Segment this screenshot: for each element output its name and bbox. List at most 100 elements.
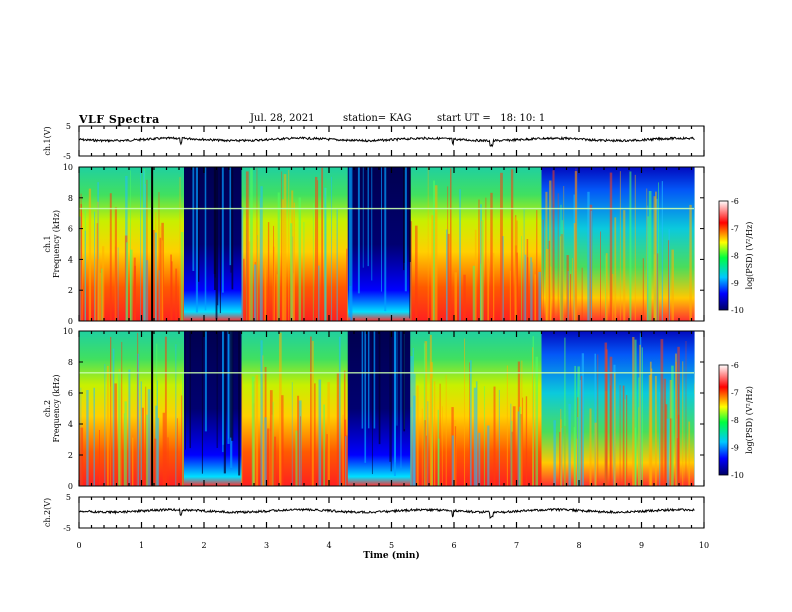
spectrogram-streak <box>288 169 290 321</box>
spectrogram-streak <box>409 356 413 486</box>
spectrogram-streak <box>147 389 151 486</box>
spectrogram-streak <box>660 339 664 486</box>
spectrogram-streak <box>403 167 406 263</box>
spectrogram-streak <box>158 270 160 321</box>
y-axis-label-channel: ch.2 <box>43 400 52 417</box>
spectrogram-streak <box>253 264 257 321</box>
spectrogram-streak <box>579 380 582 486</box>
spectrogram-streak <box>634 339 637 486</box>
spectrogram-streak <box>97 201 99 321</box>
spectrogram-streak <box>189 331 191 449</box>
colorbar <box>718 364 729 476</box>
spectrogram-streak <box>159 237 162 321</box>
spectrogram-streak <box>109 193 112 321</box>
spectrogram-streak <box>94 211 96 321</box>
spectrogram-streak <box>342 414 344 486</box>
spectrogram-2 <box>78 330 729 487</box>
spectrogram-streak <box>140 169 141 321</box>
spectrogram-streak <box>474 229 477 321</box>
spectrogram-streak <box>581 267 583 321</box>
spectrogram-streak <box>671 365 674 486</box>
spectrogram-streak <box>561 220 563 321</box>
spectrogram-streak <box>279 332 282 486</box>
spectrogram-streak <box>519 414 522 486</box>
x-tick-label: 3 <box>264 541 269 550</box>
spectrogram-streak <box>429 334 432 486</box>
spectrogram-streak <box>311 340 314 486</box>
spectrogram-streak <box>361 331 364 429</box>
x-tick-label: 6 <box>451 541 456 550</box>
spectrogram-streak <box>109 386 111 486</box>
spectrogram-streak <box>331 176 333 321</box>
spectrogram-streak <box>613 373 616 486</box>
spectrogram-streak <box>171 261 173 321</box>
spectrogram-streak <box>277 192 280 321</box>
colorbar-tick-label: -8 <box>731 252 739 261</box>
spectrogram-streak <box>214 167 216 291</box>
spectrogram-blank-end <box>694 167 704 321</box>
spectrogram-streak <box>454 272 457 321</box>
spectrogram-streak <box>415 225 418 321</box>
spectrogram-streak <box>264 417 267 486</box>
spectrogram-streak <box>512 406 516 486</box>
spectrogram-streak <box>659 392 661 486</box>
spectrogram-streak <box>290 223 293 321</box>
spectrogram-streak <box>445 229 448 321</box>
spectrogram-streak <box>560 408 562 486</box>
spectrogram-streak <box>573 223 576 321</box>
spectrogram-streak <box>605 255 606 321</box>
y-tick-label: 8 <box>68 358 73 367</box>
spectrogram-streak <box>310 336 312 486</box>
spectrogram-streak <box>425 435 427 486</box>
spectrogram-streak <box>256 168 258 321</box>
spectrogram-streak <box>475 381 478 486</box>
spectrogram-streak <box>260 186 263 321</box>
x-ticks <box>78 126 705 528</box>
spectrogram-streak <box>614 217 617 321</box>
spectrogram-streak <box>110 336 112 486</box>
spectrogram-streak <box>559 431 561 486</box>
spectrogram-streak <box>175 268 178 321</box>
spectrogram-streak <box>473 387 477 486</box>
spectrogram-streak <box>568 403 571 486</box>
spectrogram-quiet-interval <box>347 167 411 321</box>
spectrogram-streak <box>267 222 270 321</box>
spectrogram-streak <box>498 389 500 486</box>
spectrogram-streak <box>378 331 381 445</box>
spectrogram-streak <box>137 332 139 486</box>
spectrogram-streak <box>479 263 482 321</box>
colorbar-tick-label: -6 <box>731 197 739 206</box>
spectrogram-streak <box>157 417 160 486</box>
spectrogram-streak <box>274 436 277 486</box>
spectrogram-streak <box>623 210 626 321</box>
spectrogram-streak <box>204 331 207 432</box>
x-tick-label: 10 <box>699 541 709 550</box>
spectrogram-streak <box>176 418 178 486</box>
spectrogram-streak <box>260 340 263 486</box>
spectrogram-streak <box>223 331 226 474</box>
spectrogram-streak <box>587 191 590 321</box>
spectrogram-streak <box>257 234 259 321</box>
spectrogram-streak <box>167 437 169 486</box>
spectrogram-streak <box>158 192 160 321</box>
spectrogram-streak <box>646 188 648 321</box>
spectrogram-streak <box>619 171 621 321</box>
y-tick-label: -5 <box>63 152 71 161</box>
spectrogram-streak <box>534 274 537 321</box>
spectrogram-streak <box>450 168 452 321</box>
spectrogram-streak <box>629 171 632 321</box>
spectrogram-streak <box>549 180 552 321</box>
spectrogram-streak <box>654 375 657 486</box>
spectrogram-streak <box>655 198 658 321</box>
spectrogram-streak <box>536 210 538 321</box>
spectrogram-streak <box>292 273 294 321</box>
spectrogram-streak <box>441 406 443 486</box>
spectrogram-streak <box>524 254 527 321</box>
spectrogram-streak <box>434 185 438 321</box>
spectrogram-streak <box>88 188 92 321</box>
spectrogram-streak <box>542 219 544 321</box>
spectrogram-streak <box>303 221 305 321</box>
spectrogram-streak <box>143 170 145 321</box>
spectrogram-streak <box>573 427 575 486</box>
